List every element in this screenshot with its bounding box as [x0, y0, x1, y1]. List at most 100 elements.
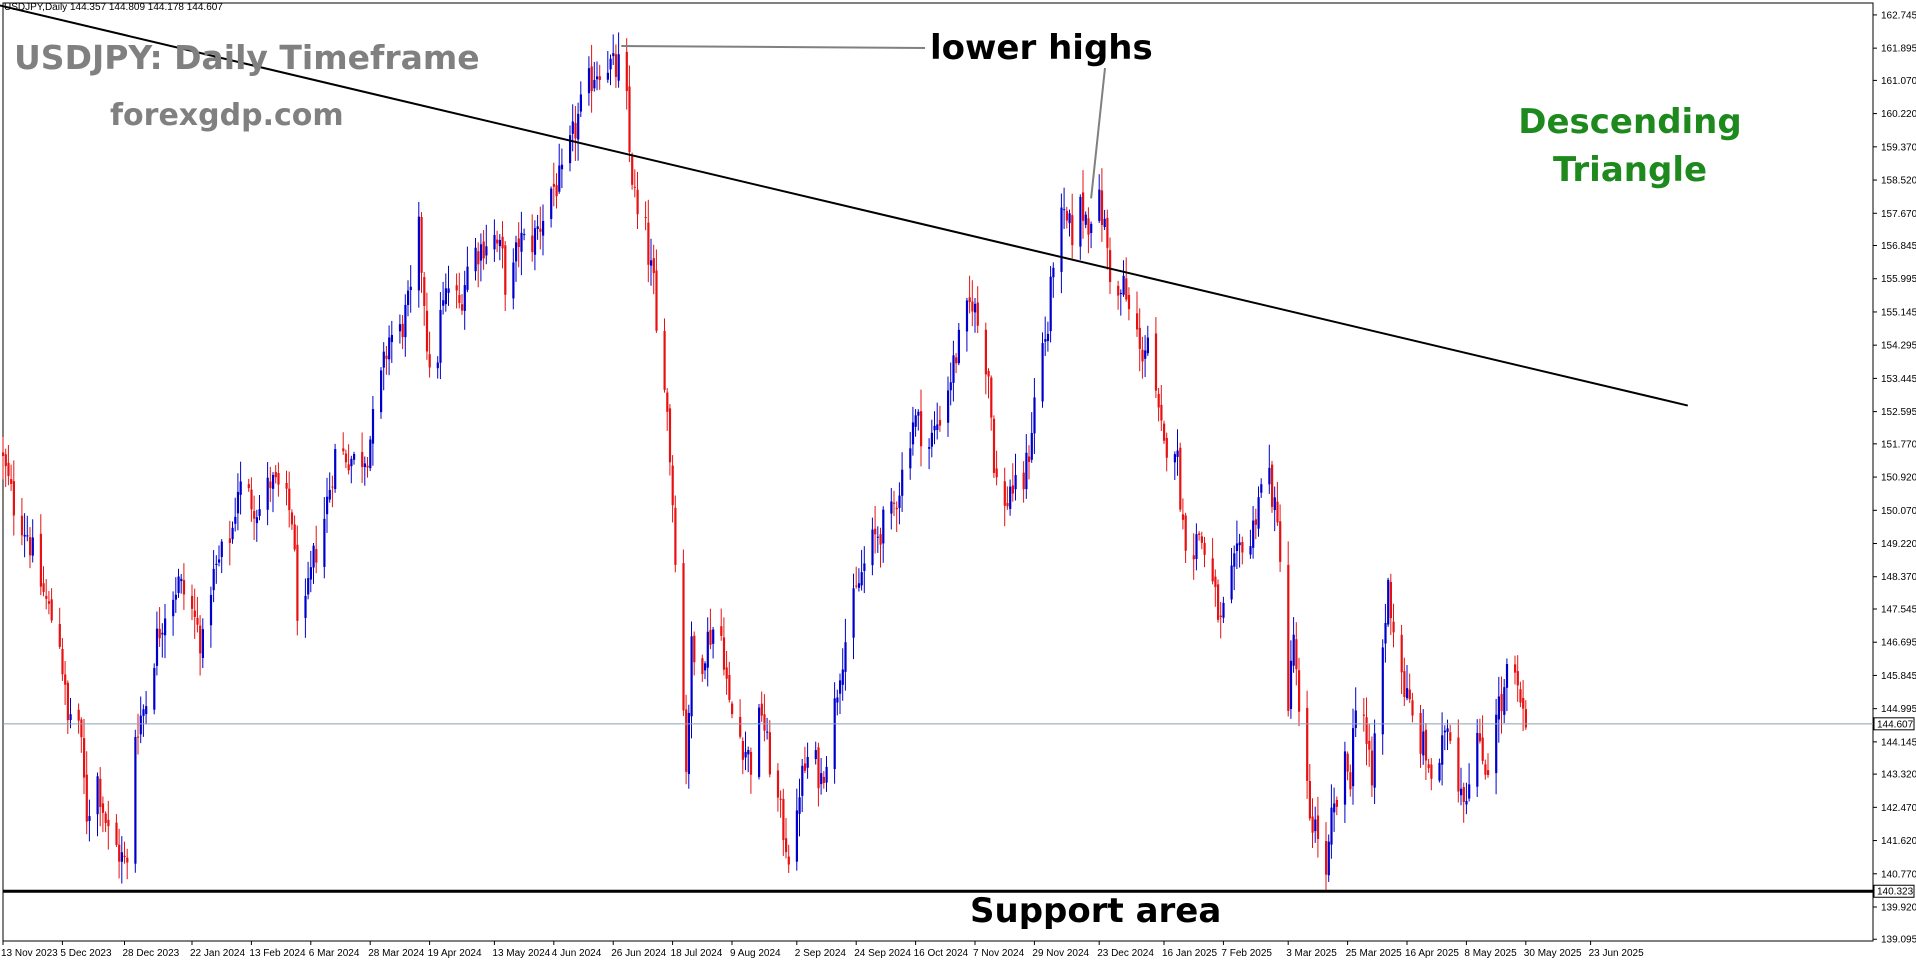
- candle-body: [512, 262, 515, 299]
- y-tick-label: 157.670: [1881, 209, 1916, 220]
- y-tick-label: 143.320: [1881, 770, 1916, 781]
- candle: [88, 799, 91, 842]
- candle-body: [101, 803, 105, 813]
- candle: [326, 477, 329, 533]
- candle-body: [115, 822, 118, 845]
- candle-body: [1462, 787, 1465, 802]
- candle-body: [458, 294, 461, 304]
- candle: [1468, 763, 1471, 802]
- candle: [277, 462, 280, 497]
- candle: [1098, 174, 1101, 224]
- y-tick-label: 154.295: [1881, 341, 1916, 352]
- candle-body: [1279, 521, 1282, 562]
- candle: [782, 788, 785, 856]
- candle-body: [609, 58, 612, 70]
- candle-body: [288, 488, 291, 511]
- candle: [218, 545, 221, 567]
- candle-body: [1065, 210, 1068, 221]
- support-price-tag-text: 140.323: [1877, 887, 1914, 898]
- candle: [290, 509, 294, 530]
- candle-body: [1217, 584, 1220, 620]
- candle: [1373, 719, 1376, 804]
- candle-body: [496, 239, 499, 244]
- candle: [968, 275, 971, 314]
- candle: [423, 272, 426, 326]
- candle-body: [542, 221, 545, 236]
- candle-body: [1103, 218, 1106, 228]
- candle-body: [749, 751, 753, 775]
- candle: [99, 767, 102, 827]
- candle: [1443, 725, 1446, 751]
- candle-body: [763, 714, 766, 731]
- candle: [712, 626, 715, 659]
- candle: [839, 673, 842, 714]
- candle-body: [455, 285, 458, 291]
- candle-body: [1219, 615, 1222, 618]
- candle: [1522, 680, 1525, 732]
- candle-body: [671, 465, 674, 506]
- candle: [1325, 822, 1328, 893]
- candle-body: [382, 351, 385, 368]
- x-tick-label: 28 Mar 2024: [368, 948, 425, 959]
- candle: [569, 125, 572, 172]
- candle: [347, 444, 350, 475]
- candle-body: [1476, 732, 1479, 787]
- candle-body: [933, 425, 936, 431]
- candle-body: [439, 309, 442, 363]
- candle-body: [1071, 215, 1074, 246]
- candle-body: [728, 674, 731, 700]
- candle-body: [1500, 693, 1503, 712]
- candle-body: [236, 491, 240, 514]
- candle: [180, 574, 183, 594]
- candle-body: [1003, 481, 1006, 506]
- candle-body: [304, 595, 307, 618]
- candle: [1025, 434, 1028, 499]
- candle: [890, 487, 893, 530]
- candle-body: [1403, 671, 1406, 697]
- candle-body: [760, 703, 763, 716]
- candle: [606, 50, 609, 83]
- candle: [1068, 209, 1071, 237]
- candle: [628, 65, 631, 163]
- candle: [990, 375, 993, 431]
- candle-body: [1179, 447, 1182, 510]
- candle-body: [258, 509, 261, 516]
- candle-body: [20, 515, 24, 536]
- candle-body: [193, 610, 196, 617]
- candle: [1084, 211, 1087, 229]
- candle-body: [155, 628, 159, 666]
- candle: [39, 514, 42, 596]
- candle-body: [1028, 456, 1031, 462]
- candle: [315, 525, 318, 574]
- candle: [409, 265, 412, 313]
- candle: [1343, 741, 1347, 823]
- candle-body: [80, 719, 83, 738]
- candle-body: [1292, 634, 1295, 666]
- candle-body: [515, 242, 518, 262]
- candle-body: [409, 286, 412, 291]
- y-tick-label: 161.070: [1881, 76, 1916, 87]
- candle-body: [1125, 278, 1128, 300]
- candle-body: [655, 270, 658, 331]
- candle: [1430, 758, 1433, 791]
- candle: [2, 436, 5, 480]
- candle-body: [560, 164, 564, 170]
- candle: [20, 498, 24, 546]
- candle: [1381, 639, 1384, 755]
- candle: [1125, 257, 1128, 302]
- x-tick-label: 28 Dec 2023: [123, 948, 180, 959]
- candle-body: [196, 617, 199, 625]
- candle-body: [1406, 688, 1409, 699]
- candle-body: [1049, 276, 1052, 332]
- candle-body: [1408, 689, 1411, 700]
- candle: [1011, 463, 1014, 502]
- candle-body: [153, 667, 156, 710]
- candle: [1446, 719, 1449, 750]
- candle-body: [598, 76, 601, 81]
- x-tick-label: 23 Dec 2024: [1097, 948, 1154, 959]
- candle-body: [1122, 275, 1125, 295]
- candle: [841, 648, 844, 701]
- candle-body: [974, 303, 977, 313]
- candle-body: [123, 855, 126, 858]
